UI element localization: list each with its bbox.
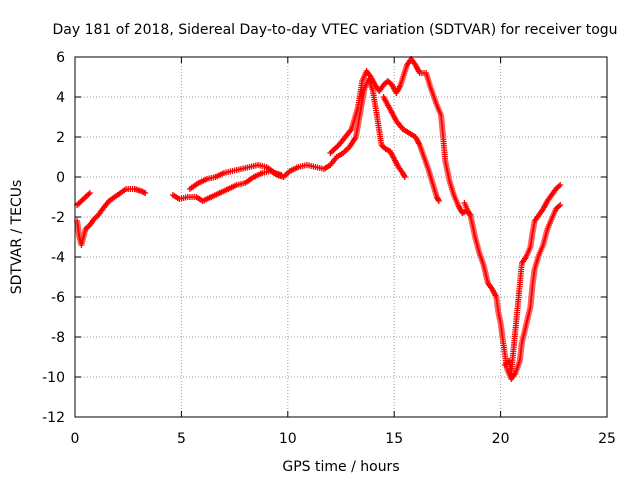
data-point: [401, 174, 408, 180]
data-point: [435, 198, 442, 204]
data-point: [401, 172, 408, 179]
y-tick-label: 0: [56, 170, 65, 186]
y-tick-label: 4: [56, 90, 65, 106]
y-tick-label: -6: [51, 290, 65, 306]
data-point: [557, 202, 564, 208]
x-tick-label: 15: [385, 431, 403, 447]
y-axis-label: SDTVAR / TECUs: [9, 180, 25, 295]
y-tick-label: 6: [56, 50, 65, 66]
tick-layer: 0 5 10 15 20 25 -12 -10 -8 -6 -4 -2 0 2 4 6: [42, 50, 616, 447]
data-point: [86, 190, 93, 196]
y-tick-label: 2: [56, 130, 65, 146]
series-trace-h: [501, 182, 564, 376]
y-tick-label: -8: [51, 330, 65, 346]
y-tick-label: -2: [51, 210, 65, 226]
y-tick-label: -12: [42, 410, 65, 426]
x-tick-label: 0: [71, 431, 80, 447]
data-point: [278, 172, 285, 178]
x-axis-label: GPS time / hours: [282, 459, 399, 475]
data-point: [435, 196, 442, 203]
series-trace-e: [327, 56, 474, 218]
series-trace-d: [186, 162, 285, 192]
y-tick-label: -4: [51, 250, 65, 266]
plot-frame: [74, 56, 608, 418]
data-layer: [74, 56, 564, 382]
series-trace-a: [74, 190, 93, 208]
x-tick-label: 20: [492, 431, 510, 447]
series-trace-c: [169, 76, 408, 204]
series-trace-f: [380, 94, 442, 204]
x-tick-label: 25: [598, 431, 616, 447]
x-tick-label: 5: [177, 431, 186, 447]
data-point: [557, 182, 564, 188]
chart-title: Day 181 of 2018, Sidereal Day-to-day VTE…: [52, 22, 617, 38]
series-trace-g: [461, 200, 564, 382]
y-tick-label: -10: [42, 370, 65, 386]
series-trace-b: [74, 186, 149, 248]
x-tick-label: 10: [279, 431, 297, 447]
data-point: [142, 190, 149, 196]
